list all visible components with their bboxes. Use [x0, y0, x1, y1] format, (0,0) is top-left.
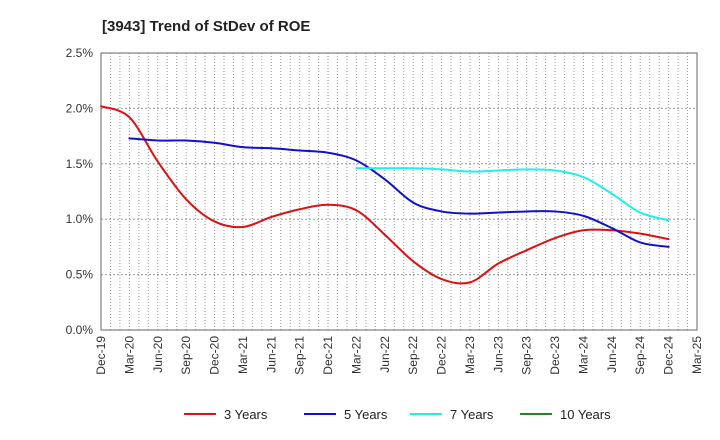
x-tick-label: Dec-20 — [208, 336, 222, 375]
x-tick-label: Dec-22 — [435, 336, 449, 375]
legend: 3 Years 5 Years 7 Years 10 Years — [184, 407, 611, 422]
series-line-3-years — [100, 105, 670, 285]
legend-label-3-years: 3 Years — [224, 407, 268, 422]
x-tick-label: Mar-21 — [236, 336, 250, 374]
y-tick-label: 2.0% — [66, 101, 94, 115]
y-tick-label: 1.5% — [66, 157, 94, 171]
x-tick-label: Mar-22 — [349, 336, 363, 374]
x-tick-label: Dec-19 — [94, 336, 108, 375]
x-tick-label: Jun-24 — [605, 336, 619, 373]
x-tick-label: Dec-24 — [662, 336, 676, 375]
y-axis: 0.0% 0.5% 1.0% 1.5% 2.0% 2.5% — [66, 46, 94, 337]
y-tick-label: 1.0% — [66, 212, 94, 226]
plot-area — [100, 52, 698, 331]
plot-border — [100, 52, 698, 331]
series-line-5-years — [128, 137, 670, 248]
series-line-7-years — [355, 167, 670, 222]
legend-label-10-years: 10 Years — [560, 407, 611, 422]
x-tick-label: Mar-24 — [576, 336, 590, 374]
x-tick-label: Mar-23 — [463, 336, 477, 374]
x-tick-label: Dec-21 — [321, 336, 335, 375]
x-tick-label: Sep-21 — [293, 336, 307, 375]
x-tick-label: Mar-25 — [690, 336, 704, 374]
x-tick-label: Jun-21 — [264, 336, 278, 373]
y-tick-label: 0.5% — [66, 268, 94, 282]
x-axis: Dec-19 Mar-20 Jun-20 Sep-20 Dec-20 Mar-21 Jun-… — [94, 336, 704, 375]
series-layer — [100, 105, 670, 285]
x-tick-label: Sep-24 — [633, 336, 647, 375]
x-tick-label: Sep-23 — [520, 336, 534, 375]
x-tick-label: Dec-23 — [548, 336, 562, 375]
y-tick-label: 2.5% — [66, 46, 94, 60]
x-tick-label: Sep-20 — [179, 336, 193, 375]
legend-label-7-years: 7 Years — [450, 407, 494, 422]
x-tick-label: Sep-22 — [406, 336, 420, 375]
x-tick-label: Jun-22 — [378, 336, 392, 373]
x-tick-label: Jun-20 — [151, 336, 165, 373]
x-tick-label: Jun-23 — [491, 336, 505, 373]
x-tick-label: Mar-20 — [122, 336, 136, 374]
legend-label-5-years: 5 Years — [344, 407, 388, 422]
chart-title: [3943] Trend of StDev of ROE — [102, 18, 310, 35]
y-tick-label: 0.0% — [66, 323, 94, 337]
